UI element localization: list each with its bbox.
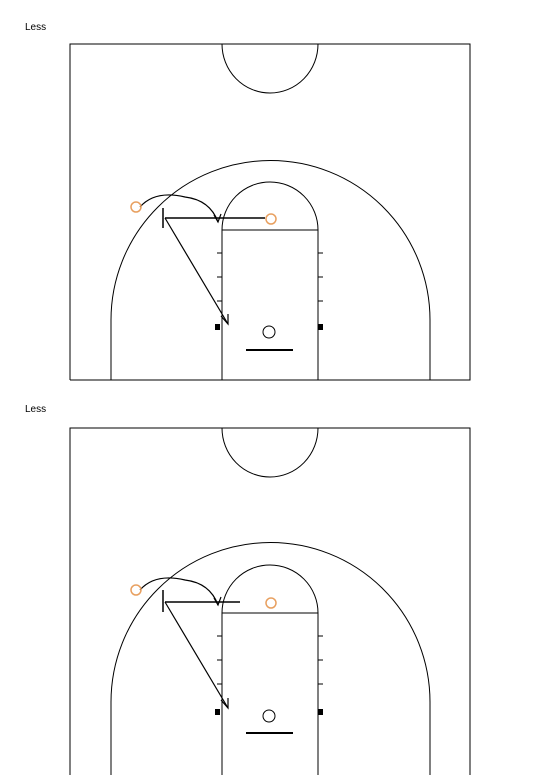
pass-path xyxy=(139,194,219,223)
block-marker xyxy=(318,324,323,330)
center-circle-arc xyxy=(221,43,319,94)
three-point-arc xyxy=(110,160,431,380)
three-point-arc xyxy=(110,542,431,775)
player-circle-icon xyxy=(265,213,277,225)
basket-icon xyxy=(262,325,276,339)
player-circle-icon xyxy=(265,597,277,609)
cut-arrowhead xyxy=(220,314,229,326)
lane xyxy=(221,229,319,380)
player-circle-icon xyxy=(130,201,142,213)
block-marker xyxy=(318,709,323,715)
lane-hash-marks xyxy=(217,252,323,302)
lane xyxy=(221,612,319,775)
block-marker xyxy=(215,709,220,715)
basket-icon xyxy=(262,709,276,723)
diagram-label: Less xyxy=(25,404,47,415)
center-circle-arc xyxy=(221,427,319,478)
basketball-court-diagram xyxy=(69,427,471,775)
cut-path xyxy=(164,217,229,325)
pass-path xyxy=(139,577,219,606)
cut-arrowhead xyxy=(220,698,229,710)
court-boundary xyxy=(69,43,471,381)
cut-path xyxy=(164,601,229,709)
diagram-label: Less xyxy=(25,22,47,33)
free-throw-arc xyxy=(221,181,319,231)
player-circle-icon xyxy=(130,584,142,596)
lane-hash-marks xyxy=(217,635,323,685)
basketball-court-diagram xyxy=(69,43,471,381)
free-throw-arc xyxy=(221,564,319,614)
block-marker xyxy=(215,324,220,330)
court-boundary xyxy=(69,427,471,775)
pass-arrowhead xyxy=(213,596,222,607)
